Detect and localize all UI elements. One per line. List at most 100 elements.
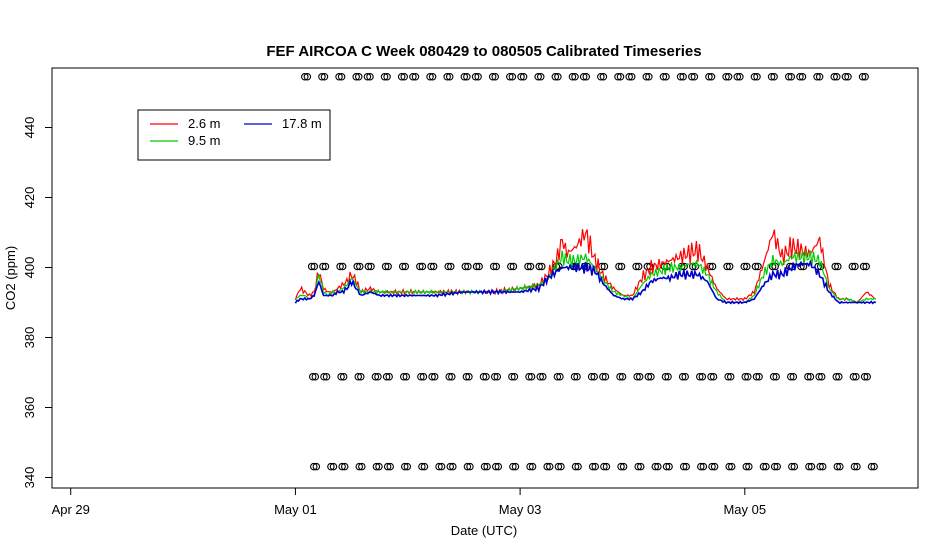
calibration-point: [698, 372, 707, 381]
legend-label: 9.5 m: [188, 133, 221, 148]
calibration-point: [511, 462, 520, 471]
calibration-point: [308, 372, 317, 381]
calibration-point: [832, 372, 841, 381]
y-tick-label: 420: [22, 187, 37, 209]
calibration-point: [659, 73, 668, 81]
calibration-point: [358, 462, 366, 471]
calibration-point: [337, 372, 345, 381]
calibration-point: [444, 262, 452, 271]
calibration-points: [301, 73, 878, 471]
calibration-point: [618, 372, 627, 381]
calibration-point: [509, 262, 518, 271]
calibration-point: [590, 372, 598, 381]
y-tick-label: 340: [22, 467, 37, 489]
calibration-point: [762, 462, 770, 471]
calibration-point: [460, 73, 469, 81]
calibration-point: [724, 73, 733, 81]
calibration-point: [417, 372, 425, 381]
legend-label: 17.8 m: [282, 116, 322, 131]
calibration-point: [616, 73, 625, 81]
calibration-point: [443, 73, 451, 81]
calibration-point: [736, 73, 744, 81]
calibration-point: [353, 262, 361, 271]
calibration-point: [634, 462, 642, 471]
legend-box: [137, 109, 331, 161]
calibration-point: [582, 73, 591, 81]
calibration-point: [751, 262, 760, 271]
calibration-point: [784, 73, 793, 81]
calibration-point: [615, 262, 623, 271]
calibration-point: [493, 372, 502, 381]
calibration-point: [420, 462, 429, 471]
calibration-point: [853, 462, 861, 471]
calibration-point: [322, 372, 331, 381]
calibration-point: [644, 372, 653, 381]
calibration-point: [863, 372, 871, 381]
calibration-point: [557, 462, 565, 471]
calibration-point: [337, 73, 346, 81]
calibration-point: [449, 462, 457, 471]
calibration-point: [591, 462, 599, 471]
calibration-point: [836, 462, 844, 471]
calibration-point: [770, 73, 778, 81]
calibration-point: [382, 372, 391, 381]
calibration-point: [506, 73, 514, 81]
x-tick-label: May 05: [723, 502, 766, 517]
calibration-point: [642, 73, 651, 81]
calibration-point: [321, 262, 330, 271]
calibration-point: [479, 372, 488, 381]
calibration-point: [726, 372, 735, 381]
calibration-point: [619, 462, 628, 471]
calibration-point: [367, 262, 375, 271]
calibration-point: [848, 262, 857, 271]
calibration-point: [363, 73, 372, 81]
calibration-point: [437, 462, 446, 471]
calibration-point: [616, 372, 624, 381]
calibration-point: [750, 73, 759, 81]
calibration-point: [545, 462, 554, 471]
calibration-point: [690, 73, 699, 81]
calibration-point: [474, 73, 482, 81]
calibration-point: [852, 372, 860, 381]
calibration-point: [710, 462, 719, 471]
calibration-point: [428, 372, 436, 381]
calibration-point: [538, 262, 546, 271]
calibration-point: [752, 372, 761, 381]
calibration-point: [383, 462, 392, 471]
calibration-point: [571, 462, 580, 471]
calibration-point: [851, 262, 859, 271]
calibration-point: [364, 262, 373, 271]
calibration-point: [805, 462, 813, 471]
calibration-point: [858, 73, 867, 81]
calibration-point: [329, 462, 338, 471]
y-axis-label: CO2 (ppm): [3, 246, 18, 310]
calibration-point: [588, 462, 597, 471]
calibration-point: [862, 262, 870, 271]
calibration-point: [587, 372, 596, 381]
calibration-point: [399, 372, 408, 381]
calibration-point: [492, 462, 500, 471]
calibration-point: [725, 462, 733, 471]
calibration-point: [813, 73, 821, 81]
calibration-point: [339, 372, 348, 381]
calibration-point: [386, 462, 394, 471]
calibration-point: [661, 372, 670, 381]
calibration-point: [556, 372, 564, 381]
calibration-point: [489, 262, 498, 271]
chart-title: FEF AIRCOA C Week 080429 to 080505 Calib…: [266, 43, 701, 60]
calibration-point: [723, 262, 731, 271]
calibration-point: [772, 372, 780, 381]
x-tick-label: May 03: [499, 502, 542, 517]
calibration-point: [835, 372, 843, 381]
calibration-point: [310, 262, 319, 271]
calibration-point: [427, 262, 435, 271]
x-axis-label: Date (UTC): [451, 523, 517, 538]
calibration-point: [418, 262, 427, 271]
calibration-point: [662, 73, 670, 81]
calibration-point: [818, 462, 827, 471]
calibration-point: [447, 262, 455, 271]
calibration-point: [860, 372, 869, 381]
calibration-point: [759, 462, 768, 471]
calibration-point: [445, 372, 453, 381]
calibration-point: [301, 73, 309, 81]
